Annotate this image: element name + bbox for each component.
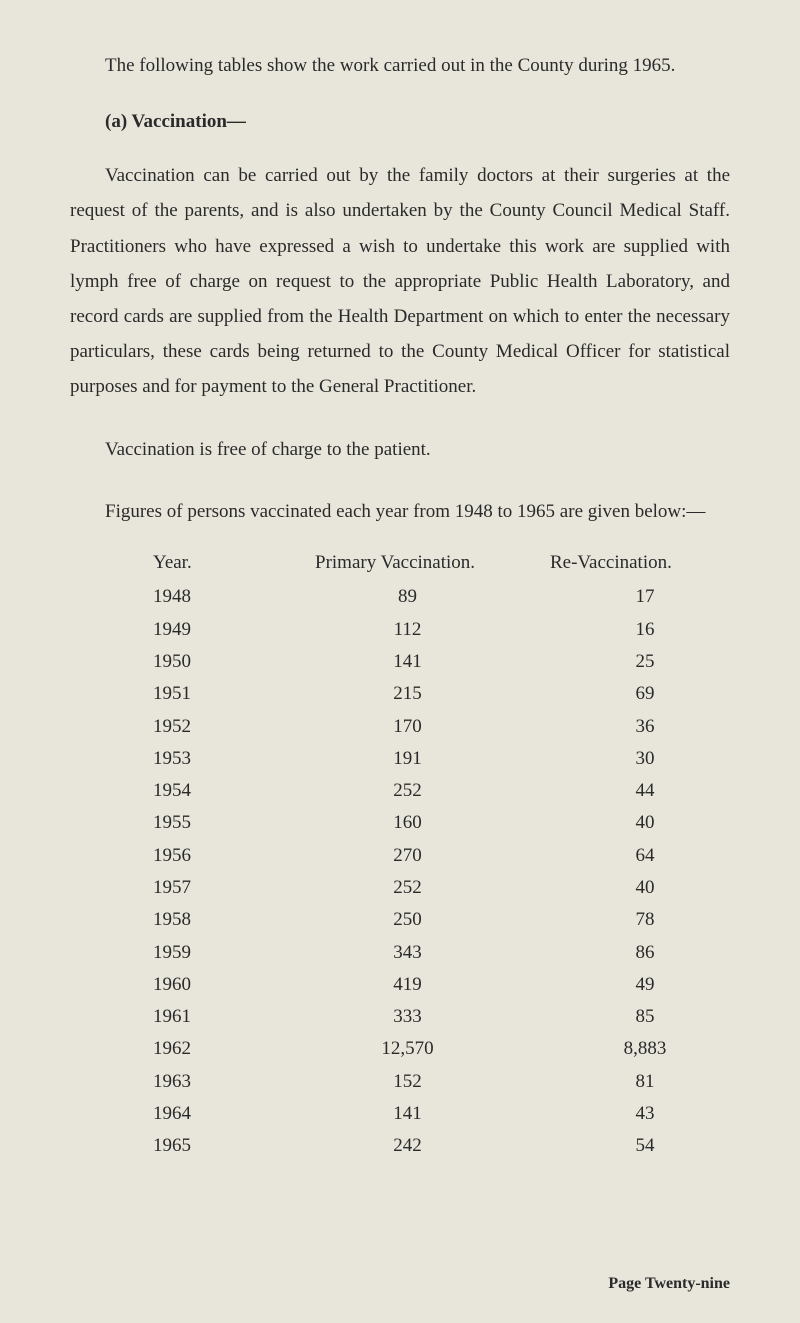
table-cell-revac: 8,883 xyxy=(530,1033,760,1065)
section-header: (a) Vaccination— xyxy=(70,111,730,133)
table-cell-revac: 64 xyxy=(530,840,760,872)
table-cell-primary: 252 xyxy=(285,775,530,807)
table-cell-year: 1963 xyxy=(110,1066,285,1098)
table-cell-primary: 242 xyxy=(285,1130,530,1162)
table-cell-revac: 85 xyxy=(530,1001,760,1033)
table-header-year: Year. xyxy=(110,547,285,581)
table-cell-primary: 270 xyxy=(285,840,530,872)
table-cell-revac: 40 xyxy=(530,872,760,904)
table-cell-primary: 141 xyxy=(285,646,530,678)
table-cell-primary: 252 xyxy=(285,872,530,904)
table-cell-year: 1965 xyxy=(110,1130,285,1162)
table-cell-primary: 343 xyxy=(285,937,530,969)
body-paragraph: Vaccination can be carried out by the fa… xyxy=(70,158,730,404)
table-cell-year: 1964 xyxy=(110,1098,285,1130)
table-cell-primary: 215 xyxy=(285,678,530,710)
page-number: Page Twenty-nine xyxy=(608,1275,730,1293)
table-cell-year: 1951 xyxy=(110,678,285,710)
figures-intro-paragraph: Figures of persons vaccinated each year … xyxy=(70,496,730,527)
table-cell-year: 1955 xyxy=(110,807,285,839)
table-cell-revac: 43 xyxy=(530,1098,760,1130)
table-cell-revac: 54 xyxy=(530,1130,760,1162)
table-cell-year: 1948 xyxy=(110,581,285,613)
table-cell-revac: 81 xyxy=(530,1066,760,1098)
table-cell-primary: 333 xyxy=(285,1001,530,1033)
table-cell-revac: 36 xyxy=(530,711,760,743)
table-cell-primary: 141 xyxy=(285,1098,530,1130)
table-cell-primary: 250 xyxy=(285,904,530,936)
table-cell-year: 1954 xyxy=(110,775,285,807)
table-cell-revac: 78 xyxy=(530,904,760,936)
table-cell-revac: 40 xyxy=(530,807,760,839)
table-cell-revac: 69 xyxy=(530,678,760,710)
table-cell-primary: 89 xyxy=(285,581,530,613)
table-cell-revac: 49 xyxy=(530,969,760,1001)
table-cell-year: 1949 xyxy=(110,614,285,646)
table-cell-year: 1953 xyxy=(110,743,285,775)
table-cell-year: 1960 xyxy=(110,969,285,1001)
table-cell-year: 1959 xyxy=(110,937,285,969)
table-cell-year: 1957 xyxy=(110,872,285,904)
table-cell-revac: 44 xyxy=(530,775,760,807)
table-cell-primary: 160 xyxy=(285,807,530,839)
table-cell-revac: 16 xyxy=(530,614,760,646)
table-cell-year: 1956 xyxy=(110,840,285,872)
table-cell-primary: 419 xyxy=(285,969,530,1001)
table-cell-year: 1961 xyxy=(110,1001,285,1033)
table-cell-revac: 17 xyxy=(530,581,760,613)
table-cell-revac: 86 xyxy=(530,937,760,969)
table-cell-primary: 170 xyxy=(285,711,530,743)
table-cell-primary: 12,570 xyxy=(285,1033,530,1065)
table-cell-primary: 191 xyxy=(285,743,530,775)
table-cell-year: 1958 xyxy=(110,904,285,936)
table-cell-year: 1950 xyxy=(110,646,285,678)
table-cell-primary: 152 xyxy=(285,1066,530,1098)
table-cell-revac: 30 xyxy=(530,743,760,775)
intro-paragraph: The following tables show the work carri… xyxy=(70,50,730,81)
table-cell-primary: 112 xyxy=(285,614,530,646)
free-charge-paragraph: Vaccination is free of charge to the pat… xyxy=(70,434,730,465)
table-header-revaccination: Re-Vaccination. xyxy=(530,547,760,581)
table-cell-year: 1962 xyxy=(110,1033,285,1065)
table-cell-year: 1952 xyxy=(110,711,285,743)
table-cell-revac: 25 xyxy=(530,646,760,678)
vaccination-table: Year. Primary Vaccination. Re-Vaccinatio… xyxy=(110,547,730,1163)
table-header-primary: Primary Vaccination. xyxy=(285,547,530,581)
